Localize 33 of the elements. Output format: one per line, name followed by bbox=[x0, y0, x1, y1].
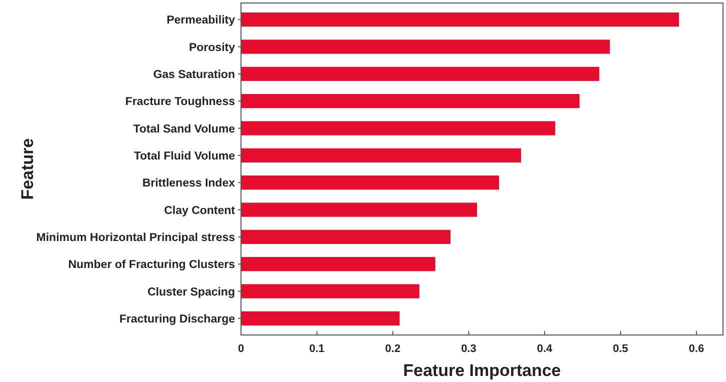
bar bbox=[241, 148, 522, 162]
y-tick-label: Fracture Toughness bbox=[125, 96, 235, 108]
bar bbox=[241, 176, 500, 190]
bar bbox=[241, 12, 679, 27]
bar bbox=[241, 284, 420, 298]
y-tick-label: Minimum Horizontal Principal stress bbox=[36, 232, 235, 244]
y-tick-label: Brittleness Index bbox=[142, 178, 236, 190]
y-tick-label: Gas Saturation bbox=[153, 68, 235, 81]
x-axis-title: Feature Importance bbox=[403, 361, 561, 380]
x-tick-label: 0.5 bbox=[612, 343, 628, 355]
y-tick-label: Number of Fracturing Clusters bbox=[68, 259, 235, 272]
x-tick-label: 0.4 bbox=[536, 343, 554, 355]
y-tick-label: Clay Content bbox=[164, 204, 236, 217]
y-tick-label: Permeability bbox=[166, 14, 236, 27]
x-tick-label: 0 bbox=[238, 343, 244, 355]
bar bbox=[241, 94, 580, 108]
x-tick-label: 0.6 bbox=[688, 343, 704, 355]
bar bbox=[241, 121, 556, 136]
bar bbox=[241, 311, 400, 326]
y-tick-label: Total Sand Volume bbox=[133, 123, 235, 136]
x-tick-label: 0.1 bbox=[309, 343, 325, 355]
bar bbox=[241, 66, 600, 81]
bar bbox=[241, 40, 610, 54]
bar bbox=[241, 202, 478, 217]
y-tick-label: Total Fluid Volume bbox=[134, 150, 235, 162]
y-tick-label: Fracturing Discharge bbox=[119, 313, 235, 326]
x-tick-label: 0.2 bbox=[385, 343, 400, 355]
bar bbox=[241, 257, 436, 272]
y-tick-label: Cluster Spacing bbox=[147, 286, 235, 298]
y-tick-label: Porosity bbox=[188, 42, 236, 54]
bar bbox=[241, 230, 450, 244]
x-tick-label: 0.3 bbox=[461, 343, 476, 355]
y-axis-title: Feature bbox=[18, 138, 37, 200]
